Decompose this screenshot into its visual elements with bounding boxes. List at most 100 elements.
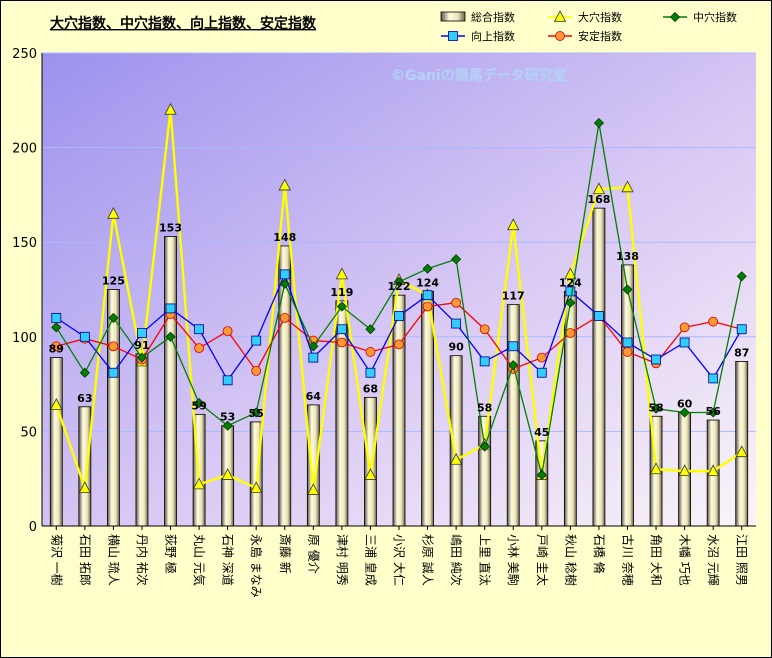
point-diamond bbox=[479, 441, 490, 452]
point-circle bbox=[336, 337, 347, 348]
bar bbox=[164, 236, 177, 527]
point-triangle bbox=[621, 180, 634, 193]
bar-value-label: 125 bbox=[102, 275, 125, 288]
x-tick-label: 角田 大和 bbox=[649, 534, 663, 586]
point-circle bbox=[394, 339, 404, 350]
point-diamond bbox=[536, 469, 547, 480]
point-diamond bbox=[708, 407, 719, 418]
point-triangle bbox=[335, 267, 349, 280]
point-circle bbox=[108, 341, 119, 352]
point-circle bbox=[451, 297, 462, 308]
legend-entry: 総合指数 bbox=[440, 10, 515, 24]
bar bbox=[49, 357, 63, 527]
x-tick-label: 石田 拓郎 bbox=[78, 534, 92, 586]
point-diamond bbox=[593, 117, 604, 129]
point-square bbox=[565, 286, 576, 297]
bar-value-label: 58 bbox=[648, 401, 663, 414]
x-tick-label: 三浦 皇成 bbox=[363, 534, 377, 586]
x-tick-label: 津村 明秀 bbox=[335, 534, 349, 586]
point-circle bbox=[622, 347, 633, 357]
point-square bbox=[51, 312, 62, 323]
point-triangle bbox=[278, 178, 291, 191]
point-triangle bbox=[706, 464, 720, 477]
legend-label: 大穴指数 bbox=[578, 10, 622, 24]
x-tick-label: 古川 奈穂 bbox=[620, 534, 635, 586]
bar-value-label: 138 bbox=[616, 250, 639, 263]
legend-label: 向上指数 bbox=[471, 29, 515, 43]
point-circle bbox=[536, 352, 547, 363]
point-triangle bbox=[364, 468, 377, 480]
x-tick-label: 石神 深道 bbox=[221, 534, 235, 586]
point-diamond bbox=[679, 407, 690, 418]
point-circle bbox=[279, 312, 290, 323]
bar-value-label: 91 bbox=[134, 339, 149, 352]
point-triangle bbox=[592, 182, 606, 195]
point-square bbox=[536, 367, 547, 378]
y-axis: 0 50 100 150 200 250 bbox=[12, 47, 43, 535]
point-triangle bbox=[221, 468, 234, 480]
legend-entry: 向上指数 bbox=[441, 29, 515, 43]
bar bbox=[421, 290, 434, 527]
bar-value-label: 90 bbox=[448, 341, 464, 354]
x-tick-label: 小沢 大仁 bbox=[392, 534, 406, 586]
bar-value-label: 153 bbox=[159, 222, 182, 235]
x-tick-label: 水沼 元輝 bbox=[706, 534, 720, 586]
point-triangle bbox=[649, 462, 663, 475]
point-triangle bbox=[507, 218, 520, 231]
point-diamond bbox=[393, 276, 405, 287]
y-tick-label: 200 bbox=[12, 142, 37, 157]
bar bbox=[78, 406, 92, 527]
point-circle bbox=[555, 31, 565, 41]
point-circle bbox=[565, 328, 576, 338]
legend-label: 総合指数 bbox=[471, 10, 515, 24]
legend-swatch bbox=[440, 11, 466, 22]
point-diamond bbox=[365, 324, 376, 335]
bar-value-label: 45 bbox=[534, 426, 549, 439]
bar-value-label: 53 bbox=[220, 411, 235, 424]
x-tick-label: 木幡 巧也 bbox=[678, 534, 693, 586]
point-square bbox=[251, 335, 262, 346]
bar-value-label: 117 bbox=[502, 290, 525, 303]
point-circle bbox=[194, 343, 204, 354]
point-triangle bbox=[553, 10, 567, 22]
legend-label: 安定指数 bbox=[578, 29, 622, 43]
point-square bbox=[279, 269, 290, 280]
x-tick-label: 斎藤 新 bbox=[278, 534, 293, 574]
point-triangle bbox=[250, 481, 263, 494]
point-square bbox=[108, 367, 119, 378]
point-diamond bbox=[136, 352, 148, 363]
point-square bbox=[308, 352, 319, 363]
line-series bbox=[50, 102, 748, 495]
y-tick-label: 250 bbox=[12, 47, 37, 62]
point-diamond bbox=[279, 278, 290, 289]
point-diamond bbox=[194, 397, 205, 409]
point-circle bbox=[251, 365, 262, 376]
point-square bbox=[479, 356, 490, 367]
y-tick-label: 50 bbox=[20, 425, 37, 440]
point-diamond bbox=[108, 312, 119, 323]
point-square bbox=[622, 337, 633, 348]
point-circle bbox=[422, 301, 433, 312]
point-diamond bbox=[650, 403, 662, 414]
point-circle bbox=[51, 341, 62, 352]
point-square bbox=[708, 373, 719, 384]
point-square bbox=[222, 375, 233, 386]
legend-entry: 中穴指数 bbox=[663, 10, 737, 24]
legend-label: 中穴指数 bbox=[693, 10, 737, 24]
point-triangle bbox=[449, 452, 463, 465]
point-diamond bbox=[336, 301, 347, 312]
x-axis: 菊沢 一樹 石田 拓郎 横山 琉人 丹内 祐次 荻野 極丸山 元気 石神 深道 永島 まなみ… bbox=[42, 525, 756, 598]
point-diamond bbox=[736, 271, 747, 282]
bar bbox=[392, 294, 406, 527]
point-diamond bbox=[251, 407, 262, 418]
point-square bbox=[336, 324, 347, 335]
bar-value-label: 124 bbox=[416, 276, 439, 289]
bar-value-label: 56 bbox=[706, 405, 722, 418]
point-square bbox=[137, 328, 147, 338]
point-diamond bbox=[308, 341, 319, 352]
point-triangle bbox=[192, 477, 206, 490]
point-square bbox=[365, 367, 376, 378]
point-square bbox=[79, 331, 90, 342]
